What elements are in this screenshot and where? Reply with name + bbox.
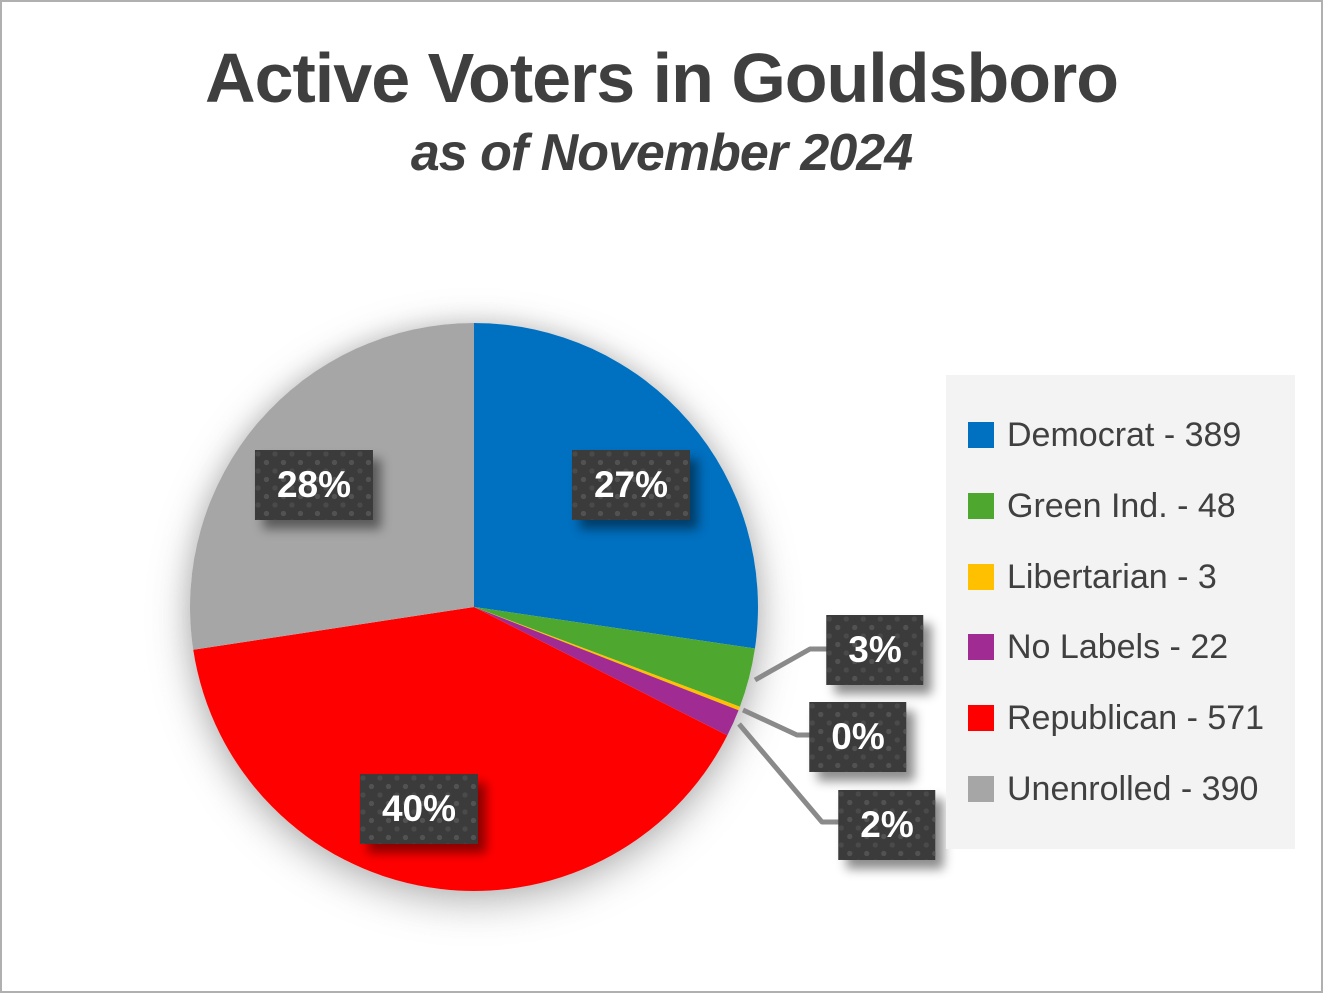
legend-label: No Labels - 22: [1007, 628, 1229, 667]
legend-label: Republican - 571: [1007, 699, 1265, 738]
pct-label-no-labels: 2%: [838, 790, 935, 860]
pie-slice-green-ind: [474, 607, 755, 707]
legend-label: Unenrolled - 390: [1007, 770, 1259, 809]
pct-label-democrat: 27%: [572, 450, 690, 520]
legend-swatch-icon: [968, 634, 994, 661]
legend-label: Libertarian - 3: [1007, 557, 1217, 596]
pct-label-republican: 40%: [360, 774, 478, 844]
chart-title: Active Voters in Gouldsboro: [205, 39, 1119, 117]
leader-lines-group: [737, 646, 844, 825]
legend-item-democrat: Democrat - 389: [968, 418, 1295, 452]
legend-swatch-icon: [968, 492, 994, 519]
chart-header: Active Voters in Gouldsboro as of Novemb…: [2, 39, 1321, 182]
legend-swatch-icon: [968, 776, 994, 803]
legend-item-no-labels: No Labels - 22: [968, 630, 1295, 664]
legend-item-libertarian: Libertarian - 3: [968, 560, 1295, 594]
legend-swatch-icon: [968, 421, 994, 448]
legend-item-green-ind: Green Ind. - 48: [968, 489, 1295, 523]
leader-line-no-labels: [737, 722, 844, 825]
legend-swatch-icon: [968, 563, 994, 590]
legend: Democrat - 389 Green Ind. - 48 Libertarian…: [946, 375, 1295, 849]
leader-line-libertarian: [741, 707, 816, 738]
pie-slice-no-labels: [474, 607, 739, 736]
pie-slice-republican: [193, 607, 728, 892]
pie-slice-libertarian: [474, 607, 740, 711]
legend-label: Green Ind. - 48: [1007, 486, 1236, 525]
leader-line-green-ind: [753, 646, 832, 683]
legend-item-unenrolled: Unenrolled - 390: [968, 772, 1295, 806]
legend-swatch-icon: [968, 705, 994, 732]
pct-label-libertarian: 0%: [809, 702, 906, 772]
legend-label: Democrat - 389: [1007, 415, 1242, 454]
legend-item-republican: Republican - 571: [968, 701, 1295, 735]
pct-label-unenrolled: 28%: [255, 450, 373, 520]
chart-subtitle: as of November 2024: [410, 123, 913, 182]
pct-label-green-ind: 3%: [826, 615, 923, 685]
